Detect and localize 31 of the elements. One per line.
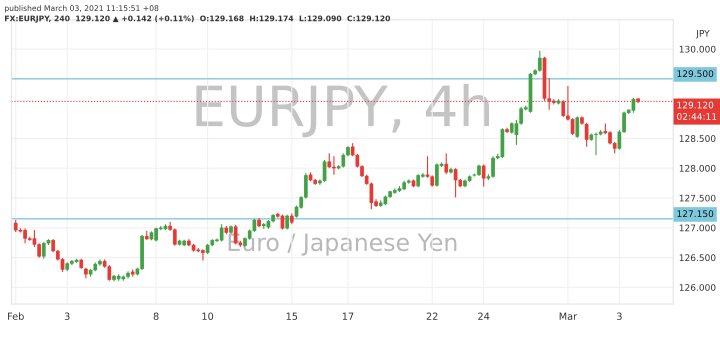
x-tick-label: 10 [202, 312, 214, 320]
ref-line-label: 127.150 [678, 210, 714, 218]
candlestick [444, 152, 448, 175]
x-tick-label: 3 [617, 312, 622, 320]
candlestick [482, 164, 486, 188]
y-axis-title: JPY [696, 30, 710, 38]
candlestick [84, 267, 88, 279]
y-tick-label: 130.000 [680, 46, 716, 53]
candlestick [290, 212, 294, 225]
candlestick [575, 116, 580, 138]
y-tick-label: 128.500 [680, 135, 716, 142]
y-tick-label: 126.000 [680, 284, 716, 291]
x-tick-label: 15 [286, 312, 298, 320]
y-tick-label: 127.500 [680, 194, 716, 202]
x-tick-label: 8 [154, 312, 159, 320]
text: 02:44:11 [677, 113, 716, 120]
ref-line-label: 129.500 [678, 70, 714, 78]
x-tick-label: 3 [64, 312, 70, 320]
y-tick-label: 127.000 [680, 224, 716, 232]
candlestick [584, 122, 588, 148]
x-tick-label: 17 [342, 312, 354, 320]
candlestick [79, 258, 84, 270]
ref-line-label: 129.120 [678, 102, 714, 108]
x-tick-label: 24 [478, 312, 490, 320]
y-tick-label: 126.500 [680, 254, 716, 262]
y-tick-label: 128.000 [680, 164, 716, 172]
candlestick [285, 214, 289, 230]
annotation: EURJPY, 4h [196, 84, 490, 138]
x-tick-label: Mar [560, 312, 578, 320]
x-tick-label: Feb [8, 312, 24, 320]
x-tick-label: 22 [426, 312, 438, 320]
